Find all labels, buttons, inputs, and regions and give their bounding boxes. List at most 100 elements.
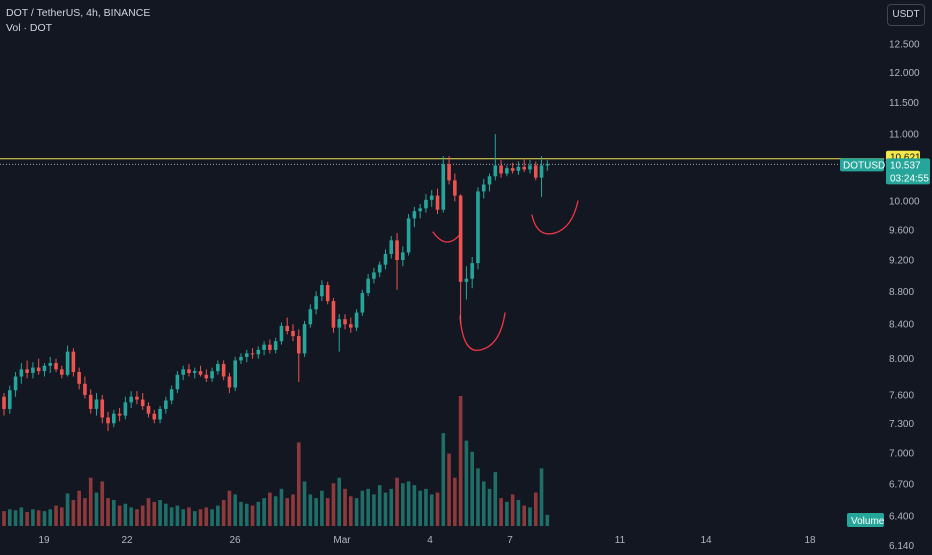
candle (83, 376, 87, 399)
candle-body (268, 344, 272, 350)
candle-body (360, 293, 365, 313)
volume-bar (418, 490, 422, 526)
volume-bar (539, 468, 544, 526)
last-price-badge: DOTUSDT 10.537 03:24:55 (840, 158, 930, 185)
candle (533, 161, 538, 181)
candle-body (221, 363, 226, 377)
price-tick-label: 6.400 (889, 512, 914, 523)
volume-bar (169, 507, 174, 526)
candle (233, 356, 237, 392)
annotation-curve[interactable] (459, 312, 506, 351)
volume-bar (262, 498, 266, 526)
candle-body (458, 195, 463, 282)
candle (314, 291, 318, 315)
volume-badge: Volume (847, 513, 885, 527)
volume-bar (25, 512, 29, 526)
volume-bar (377, 485, 382, 526)
time-axis[interactable]: 19 22 26 Mar 4 7 11 14 18 (38, 535, 816, 546)
candle (424, 194, 428, 213)
volume-bar (470, 451, 474, 526)
candle (441, 156, 446, 213)
price-axis[interactable]: 12.500 12.000 11.500 11.000 10.000 9.600 9.200… (889, 39, 920, 552)
volume-bar (441, 433, 446, 526)
volume-bar (302, 481, 307, 526)
candle-body (487, 176, 492, 185)
currency-scale-button[interactable]: USDT (887, 4, 925, 26)
candle (429, 190, 434, 207)
candle (36, 358, 41, 375)
candle-body (401, 252, 405, 261)
volume-bar (360, 490, 365, 526)
candle (453, 173, 457, 202)
candle-body (13, 376, 18, 391)
candle-body (117, 413, 122, 416)
last-price-value: 10.537 (890, 160, 921, 171)
candle-body (204, 374, 209, 379)
candle (42, 363, 47, 377)
candle (285, 317, 290, 335)
volume-bar (389, 488, 394, 526)
candle-body (481, 184, 486, 192)
candle (88, 389, 93, 414)
candle-body (71, 351, 76, 373)
candle (354, 309, 359, 331)
candle (539, 156, 544, 198)
volume-bar (7, 509, 12, 526)
candle-body (291, 330, 295, 337)
candle-body (42, 365, 47, 372)
candle-body (354, 312, 359, 328)
volume-bar (31, 509, 35, 526)
candle-body (383, 253, 388, 265)
candle-body (233, 360, 237, 388)
annotation-curve[interactable] (432, 231, 463, 243)
candle (418, 204, 422, 219)
volume-bar (372, 494, 376, 526)
volume-bar (401, 483, 405, 526)
volume-bar (499, 498, 503, 526)
volume-bar (210, 509, 214, 526)
price-tick-label: 12.000 (889, 68, 920, 79)
volume-bar (175, 505, 180, 526)
candle (152, 409, 157, 424)
candle-body (36, 367, 41, 372)
candle-body (152, 413, 157, 420)
candle-body (308, 309, 313, 325)
candle-body (250, 353, 255, 355)
candle (25, 360, 29, 379)
candle-body (522, 166, 526, 170)
candle-body (181, 369, 185, 375)
candle-body (2, 396, 6, 409)
candle-body (412, 211, 417, 219)
candle-body (320, 285, 324, 297)
annotation-curve[interactable] (531, 200, 579, 235)
candle (77, 367, 81, 390)
volume-bar (250, 505, 255, 526)
symbol-badge-label: DOTUSDT (843, 160, 891, 171)
symbol-title[interactable]: DOT / TetherUS, 4h, BINANCE (6, 7, 151, 19)
price-tick-label: 7.600 (889, 390, 914, 401)
volume-indicator-label[interactable]: Vol · DOT (6, 22, 53, 34)
candle (493, 133, 498, 181)
candles (2, 133, 550, 432)
candle (7, 385, 12, 414)
candle (464, 266, 469, 300)
volume-bar (164, 503, 168, 526)
candle-body (418, 208, 422, 212)
volume-bar (77, 490, 81, 526)
volume-bar (106, 498, 110, 526)
candle-body (262, 344, 266, 350)
candle (2, 393, 6, 416)
volume-bar (383, 492, 388, 526)
volume-bar (296, 442, 301, 526)
candle-body (88, 394, 93, 409)
candle (366, 273, 370, 297)
drawing-annotations (432, 200, 579, 351)
candle (377, 261, 382, 278)
candle-body (325, 285, 330, 302)
candle (239, 353, 243, 364)
candle-body (112, 413, 116, 424)
volume-bar (453, 477, 457, 526)
candle (129, 391, 133, 408)
